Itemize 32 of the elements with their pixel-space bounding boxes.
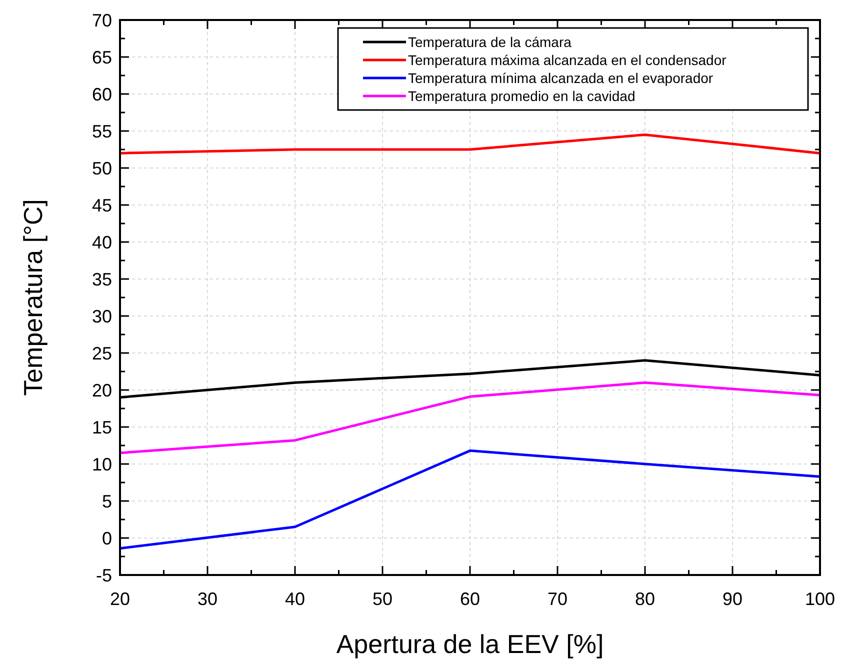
x-tick-label: 90 [722,589,743,609]
y-tick-label: 20 [92,380,112,400]
y-tick-label: 5 [102,491,112,512]
y-axis-title: Temperatura [°C] [18,199,48,396]
x-tick-label: 80 [634,589,656,609]
y-tick-label: 30 [92,306,112,326]
y-tick-label: 40 [92,232,112,252]
y-tick-label: -5 [96,565,112,586]
y-tick-label: 15 [92,417,112,438]
y-tick-label: 55 [92,121,112,142]
y-tick-label: 25 [92,343,112,364]
line-series [118,381,822,454]
y-tick-label: 35 [92,269,112,290]
x-tick-label: 30 [197,589,218,609]
x-axis-title: Apertura de la EEV [%] [336,629,604,659]
y-tick-label: 70 [92,10,112,30]
y-tick-label: 60 [92,84,112,104]
y-tick-label: 0 [102,528,112,548]
y-tick-label: 10 [92,454,112,474]
x-tick-label: 100 [804,589,836,609]
x-tick-label: 70 [547,589,568,609]
legend-label: Temperatura de la cámara [408,34,572,50]
x-tick-label: 40 [284,589,306,609]
x-tick-label: 50 [372,589,393,609]
y-tick-label: 65 [92,47,112,68]
legend-label: Temperatura máxima alcanzada en el condensador [408,52,727,68]
legend-label: Temperatura mínima alcanzada en el evaporador [408,70,714,86]
legend-label: Temperatura promedio en la cavidad [408,88,636,104]
line-series [118,449,822,550]
y-tick-label: 45 [92,195,112,216]
y-tick-label: 50 [92,158,112,178]
x-tick-label: 60 [460,589,480,609]
